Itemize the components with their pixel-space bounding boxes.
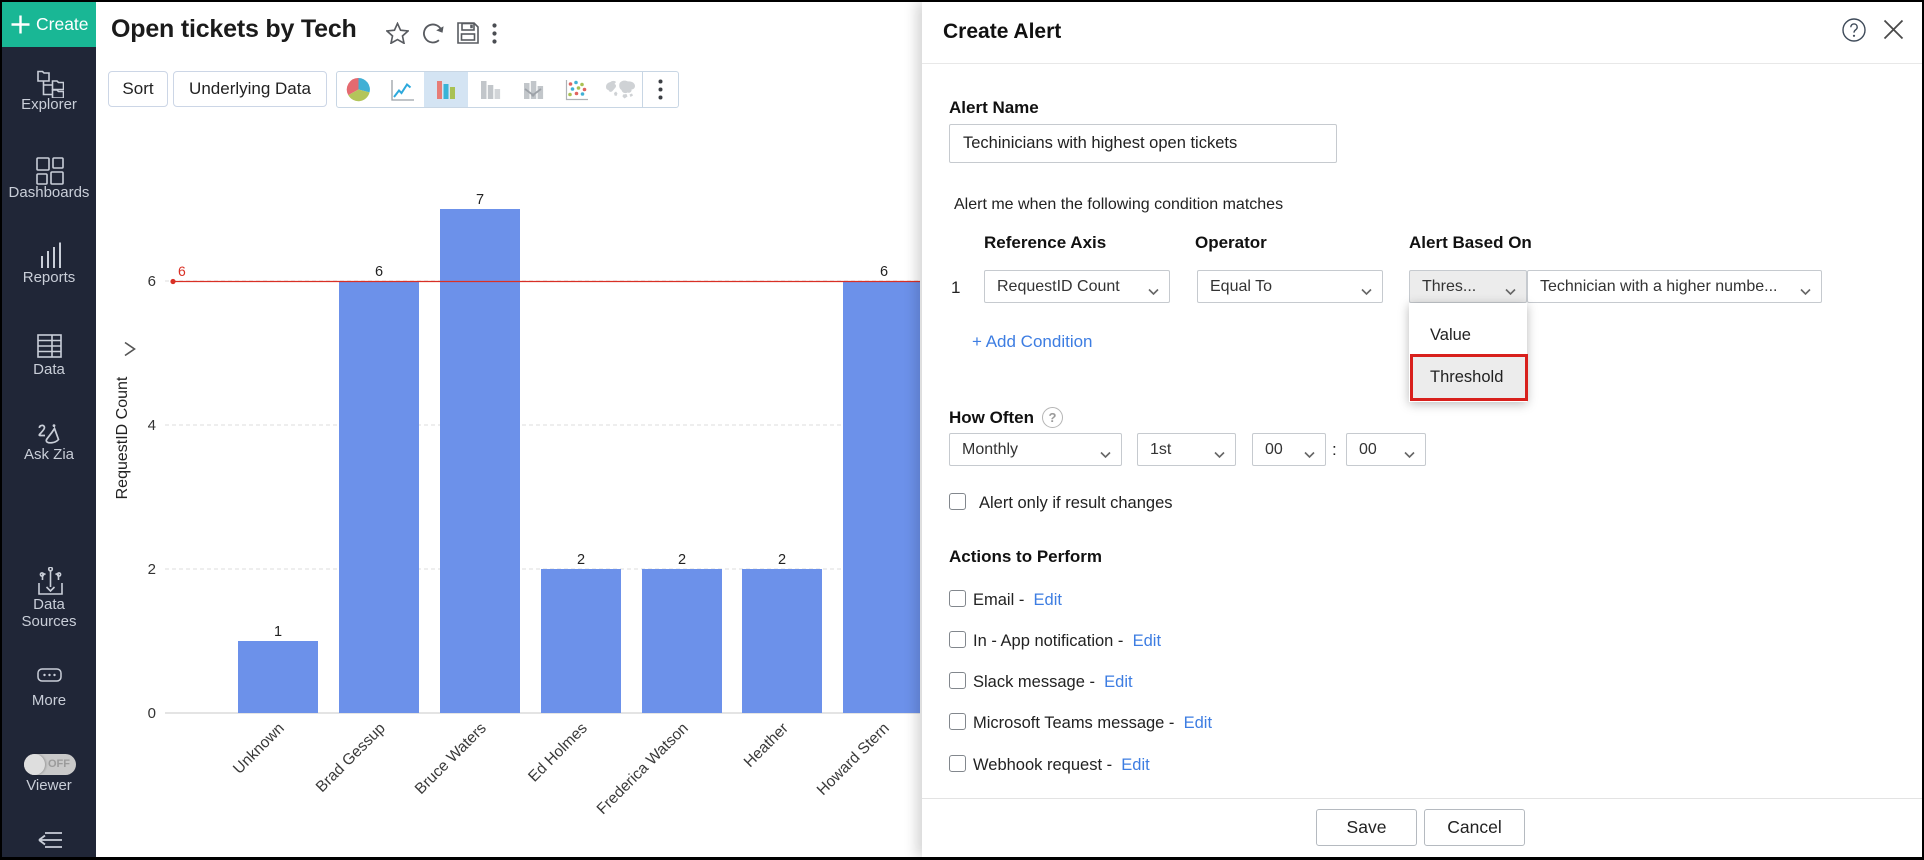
svg-text:6: 6 bbox=[375, 264, 383, 280]
svg-text:Ed Holmes: Ed Holmes bbox=[525, 720, 591, 786]
svg-text:6: 6 bbox=[178, 263, 186, 279]
svg-text:1: 1 bbox=[274, 624, 282, 640]
svg-text:Frederica Watson: Frederica Watson bbox=[594, 720, 692, 818]
svg-text:2: 2 bbox=[678, 552, 686, 568]
svg-text:Brad Gessup: Brad Gessup bbox=[313, 720, 389, 796]
svg-text:6: 6 bbox=[148, 273, 156, 290]
svg-text:2: 2 bbox=[148, 561, 156, 578]
svg-text:4: 4 bbox=[148, 417, 156, 434]
svg-text:Heather: Heather bbox=[741, 720, 792, 771]
svg-text:0: 0 bbox=[148, 705, 156, 722]
svg-text:Bruce Waters: Bruce Waters bbox=[412, 720, 490, 798]
svg-text:2: 2 bbox=[778, 552, 786, 568]
svg-text:RequestID Count: RequestID Count bbox=[114, 376, 131, 499]
svg-text:6: 6 bbox=[880, 264, 888, 280]
svg-text:Unknown: Unknown bbox=[230, 720, 288, 778]
svg-text:7: 7 bbox=[476, 192, 484, 208]
svg-text:2: 2 bbox=[577, 552, 585, 568]
svg-text:Howard Stern: Howard Stern bbox=[814, 720, 893, 799]
